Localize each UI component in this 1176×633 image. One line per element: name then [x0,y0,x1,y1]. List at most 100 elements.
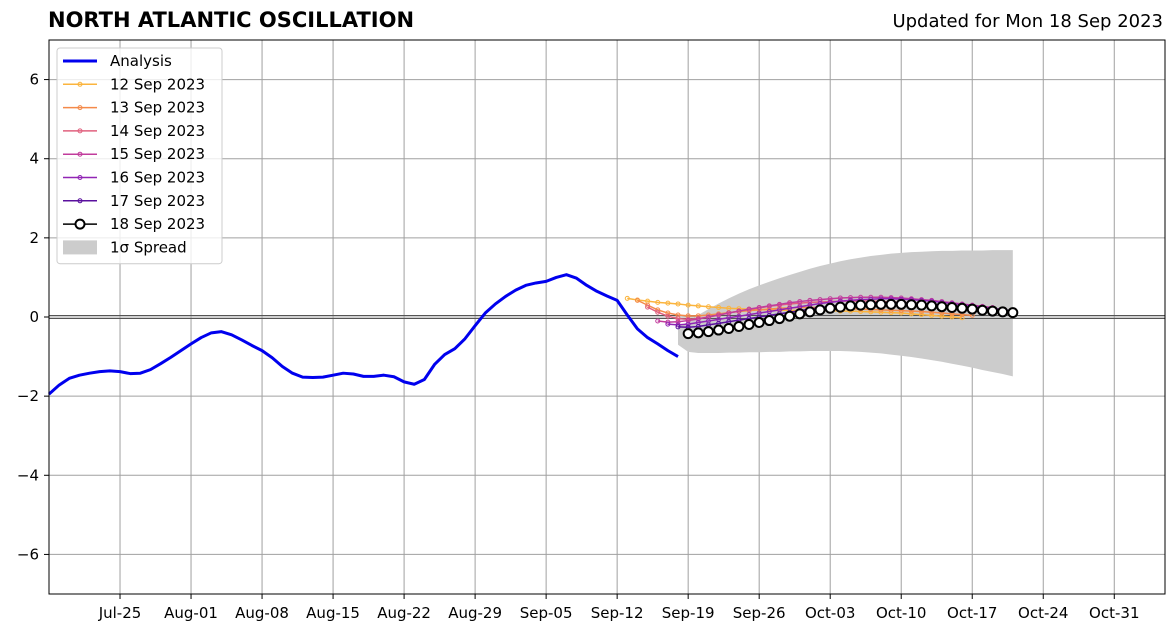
plot-frame [48,39,1166,595]
forecast-point [916,299,928,311]
series-lines [47,273,1019,396]
y-tick-label: −4 [17,466,39,484]
spread-band [678,250,1013,377]
forecast-point [847,295,853,301]
forecast-point [855,299,867,311]
forecast-point [865,299,877,311]
forecast-point [692,327,704,339]
x-tick-label: Sep-26 [733,604,786,622]
x-tick-label: Oct-03 [805,604,855,622]
x-tick-label: Oct-17 [947,604,997,622]
x-tick-label: Aug-29 [448,604,502,622]
forecast-point [682,328,694,340]
forecast-point [655,318,661,324]
y-tick-label: 0 [29,308,39,326]
legend-item: 15 Sep 2023 [63,145,205,163]
y-tick-label: 2 [29,229,39,247]
forecast-point [875,298,887,310]
legend-item: 14 Sep 2023 [63,122,205,140]
legend-item: 12 Sep 2023 [63,75,205,93]
forecast-point [807,297,813,303]
forecast-point [665,313,671,319]
forecast-line [667,298,1003,326]
forecast-point [733,320,745,332]
forecast-point [766,303,772,309]
forecast-point [784,310,796,322]
legend-marker [77,175,83,180]
forecast-point [736,308,742,314]
forecast-point [997,306,1009,318]
forecast-point [713,324,725,336]
forecast-point [655,309,661,315]
legend-item: 18 Sep 2023 [63,215,205,233]
y-tick-label: −6 [17,545,39,563]
axes: Jul-25 Aug-01 Aug-08 Aug-15 Aug-22 Aug-29 Sep-… [17,39,1166,622]
grid-lines [49,40,1165,594]
forecast-point [837,295,843,301]
x-tick-label: Oct-24 [1018,604,1068,622]
spread-area [678,250,1013,377]
forecast-point [824,302,836,314]
forecast-point [885,298,897,310]
forecast-point [665,321,671,327]
forecast-point [675,324,681,330]
legend-box [56,47,223,265]
forecast-point [695,313,701,319]
x-tick-label: Aug-22 [377,604,431,622]
series-18-sep-2023 [682,298,1019,340]
forecast-point [929,312,935,318]
forecast-point [723,322,735,334]
forecast-point [956,302,968,314]
legend-marker [77,151,83,157]
forecast-point [844,300,856,312]
forecast-point [804,306,816,318]
y-tick-label: 4 [29,150,39,168]
forecast-point [794,308,806,320]
legend-item: Analysis [63,52,172,70]
legend-item: 1σ Spread [63,238,187,256]
forecast-point [939,313,945,319]
forecast-point [756,305,762,311]
legend-label: Analysis [110,52,172,70]
y-tick-label: 6 [29,71,39,89]
forecast-point [695,303,701,309]
forecast-point [716,305,722,311]
zero-line [49,315,1165,319]
x-tick-label: Sep-05 [520,604,573,622]
forecast-point [645,304,651,310]
forecast-point [665,300,671,306]
forecast-point [743,319,755,331]
x-tick-label: Oct-10 [876,604,926,622]
forecast-point [919,312,925,318]
updated-date-text: Updated for Mon 18 Sep 2023 [892,11,1163,32]
chart-title: NORTH ATLANTIC OSCILLATION [48,8,415,32]
legend-marker [77,128,83,134]
legend-label: 12 Sep 2023 [110,75,205,93]
forecast-line [627,297,963,319]
legend-item: 17 Sep 2023 [63,192,205,210]
x-tick-label: Oct-31 [1089,604,1139,622]
forecast-point [936,301,948,313]
forecast-point [908,311,914,317]
x-tick-label: Aug-08 [235,604,289,622]
forecast-point [814,304,826,316]
forecast-point [987,305,999,317]
forecast-point [976,304,988,316]
forecast-point [959,315,965,321]
forecast-point [685,302,691,308]
forecast-point [926,300,938,312]
forecast-point [1007,307,1019,319]
x-tick-label: Sep-19 [662,604,715,622]
legend-label: 18 Sep 2023 [110,215,205,233]
forecast-line [657,296,993,323]
forecast-point [624,295,630,301]
x-tick-label: Jul-25 [98,604,142,622]
forecast-point [675,319,681,325]
y-tick-label: −2 [17,387,39,405]
forecast-point [895,298,907,310]
forecast-point [905,299,917,311]
forecast-point [773,313,785,325]
forecast-point [675,301,681,307]
forecast-point [966,303,978,315]
